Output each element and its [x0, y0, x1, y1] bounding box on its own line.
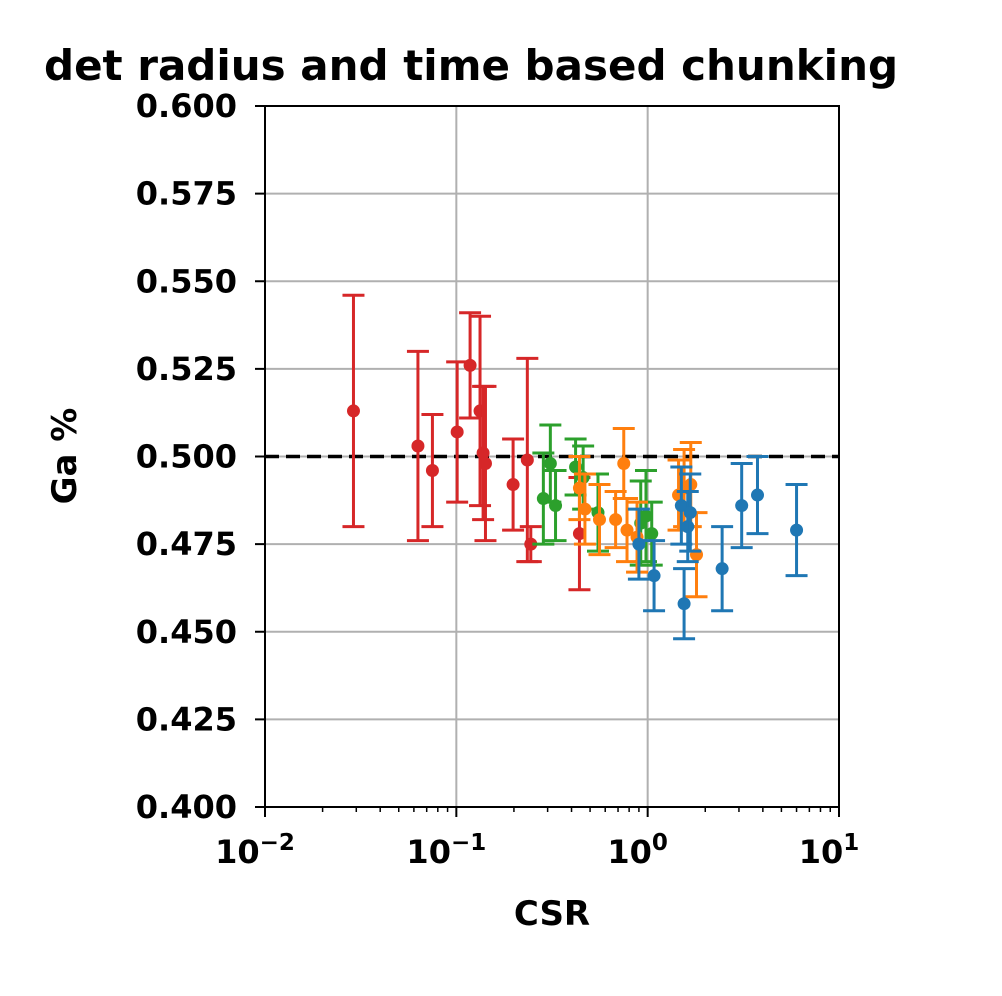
- data-point: [639, 509, 653, 523]
- data-point: [609, 513, 623, 527]
- x-tick-label: 100: [607, 830, 668, 871]
- data-point: [578, 502, 592, 516]
- data-point: [572, 527, 586, 541]
- y-tick-label: 0.525: [136, 350, 237, 388]
- y-tick-label: 0.575: [136, 175, 237, 213]
- data-point: [647, 569, 661, 583]
- data-layer: [342, 293, 808, 641]
- x-tick-label: 10−2: [215, 830, 295, 871]
- data-point: [677, 597, 691, 611]
- y-tick-label: 0.550: [136, 262, 237, 300]
- data-point: [572, 481, 586, 495]
- data-point: [549, 499, 563, 513]
- data-point: [411, 439, 425, 453]
- data-point: [645, 527, 659, 541]
- data-point: [520, 453, 534, 467]
- y-tick-label: 0.600: [136, 87, 237, 125]
- series-1: [342, 293, 591, 592]
- data-point: [715, 562, 729, 576]
- x-tick-label: 101: [799, 830, 860, 871]
- data-point: [617, 457, 631, 471]
- data-point: [478, 457, 492, 471]
- data-point: [620, 523, 634, 537]
- data-point: [632, 537, 646, 551]
- y-tick-label: 0.400: [136, 788, 237, 826]
- data-point: [425, 464, 439, 478]
- y-tick-label: 0.450: [136, 613, 237, 651]
- data-point: [543, 457, 557, 471]
- y-tick-label: 0.500: [136, 438, 237, 476]
- data-point: [683, 506, 697, 520]
- data-point: [681, 520, 695, 534]
- data-point: [524, 537, 538, 551]
- x-tick-label: 10−1: [406, 830, 486, 871]
- data-point: [506, 478, 520, 492]
- data-point: [735, 499, 749, 513]
- data-point: [750, 488, 764, 502]
- data-point: [674, 499, 688, 513]
- x-axis-label: CSR: [514, 894, 590, 934]
- y-tick-label: 0.425: [136, 700, 237, 738]
- series-4: [627, 455, 808, 641]
- axis-layer: 10−2 10−1 100 101 0.400 0.425 0.450 0.475 0.500 0…: [136, 87, 859, 871]
- chart-title: det radius and time based chunking: [44, 41, 898, 90]
- y-axis-label: Ga %: [45, 408, 85, 505]
- data-point: [790, 523, 804, 537]
- data-point: [346, 404, 360, 418]
- y-tick-label: 0.475: [136, 525, 237, 563]
- data-point: [592, 513, 606, 527]
- data-point: [450, 425, 464, 439]
- data-point: [463, 358, 477, 372]
